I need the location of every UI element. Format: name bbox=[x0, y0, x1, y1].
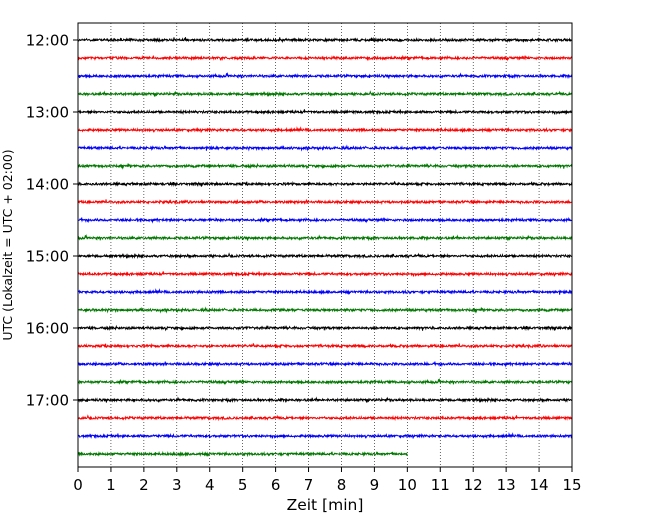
trace-17-30 bbox=[77, 432, 573, 440]
trace-13-45 bbox=[77, 162, 573, 170]
trace-12-30 bbox=[77, 72, 573, 80]
trace-14-45 bbox=[77, 234, 573, 242]
y-tick-label-17:00: 17:00 bbox=[26, 392, 69, 410]
y-tick-label-12:00: 12:00 bbox=[26, 32, 69, 50]
x-tick-label-1: 1 bbox=[106, 476, 116, 494]
y-tick-label-15:00: 15:00 bbox=[26, 248, 69, 266]
y-tick-label-14:00: 14:00 bbox=[26, 176, 69, 194]
x-tick-label-14: 14 bbox=[530, 476, 549, 494]
y-tick-label-16:00: 16:00 bbox=[26, 320, 69, 338]
trace-lines bbox=[77, 36, 573, 458]
trace-12-00 bbox=[77, 36, 573, 44]
x-tick-label-12: 12 bbox=[464, 476, 483, 494]
x-tick-label-0: 0 bbox=[73, 476, 83, 494]
x-tick-label-13: 13 bbox=[497, 476, 516, 494]
x-tick-label-8: 8 bbox=[337, 476, 347, 494]
x-axis-label: Zeit [min] bbox=[287, 496, 364, 514]
grid-lines bbox=[110, 23, 540, 467]
x-tick-label-4: 4 bbox=[205, 476, 215, 494]
x-axis-ticks: 0 1 2 3 4 5 6 7 8 9 10 11 12 13 14 15 bbox=[73, 467, 582, 494]
x-tick-label-15: 15 bbox=[562, 476, 581, 494]
x-tick-label-2: 2 bbox=[139, 476, 149, 494]
trace-15-00 bbox=[77, 252, 573, 260]
x-tick-label-9: 9 bbox=[370, 476, 380, 494]
trace-17-15 bbox=[77, 414, 573, 422]
trace-12-45 bbox=[77, 90, 573, 98]
plot-frame bbox=[77, 22, 573, 468]
trace-13-00 bbox=[77, 108, 573, 116]
trace-17-00 bbox=[77, 396, 573, 404]
y-tick-label-13:00: 13:00 bbox=[26, 104, 69, 122]
x-tick-label-3: 3 bbox=[172, 476, 182, 494]
trace-16-00 bbox=[77, 324, 573, 332]
y-axis-label: UTC (Lokalzeit = UTC + 02:00) bbox=[0, 149, 15, 340]
trace-17-45 bbox=[77, 450, 408, 458]
x-tick-label-5: 5 bbox=[238, 476, 248, 494]
y-axis-ticks: 12:00 13:00 14:00 15:00 16:00 17:00 bbox=[26, 32, 78, 410]
trace-16-45 bbox=[77, 378, 573, 386]
trace-16-30 bbox=[77, 360, 573, 368]
trace-15-45 bbox=[77, 306, 573, 314]
trace-15-30 bbox=[77, 288, 573, 296]
trace-14-15 bbox=[77, 198, 573, 206]
x-tick-label-7: 7 bbox=[304, 476, 314, 494]
x-tick-label-11: 11 bbox=[431, 476, 450, 494]
trace-13-15 bbox=[77, 126, 573, 134]
trace-14-30 bbox=[77, 216, 573, 224]
trace-13-30 bbox=[77, 144, 573, 152]
x-tick-label-6: 6 bbox=[271, 476, 281, 494]
trace-14-00 bbox=[77, 180, 573, 188]
trace-12-15 bbox=[77, 54, 573, 62]
x-tick-label-10: 10 bbox=[398, 476, 417, 494]
trace-16-15 bbox=[77, 342, 573, 350]
trace-15-15 bbox=[77, 270, 573, 278]
